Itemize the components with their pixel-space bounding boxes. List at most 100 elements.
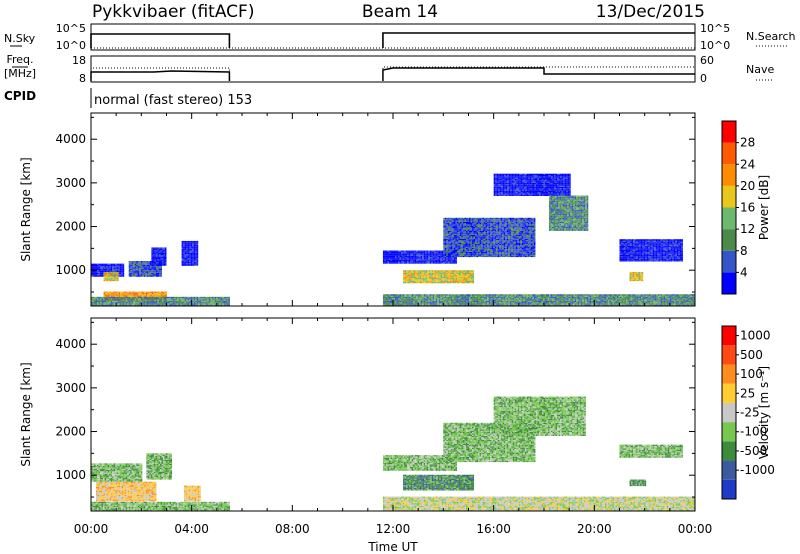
heatmap-cell [447,223,450,225]
heatmap-cell [444,245,447,247]
heatmap-cell [452,281,455,284]
heatmap-cell [100,271,102,273]
heatmap-cell [142,299,144,301]
heatmap-cell [131,274,134,276]
heatmap-cell [503,251,506,254]
heatmap-cell [517,192,520,194]
heatmap-cell [511,238,513,241]
heatmap-cell [446,280,449,282]
heatmap-cell [431,262,433,264]
heatmap-cell [460,279,462,281]
heatmap-cell [98,299,101,301]
heatmap-cell [518,220,521,222]
heatmap-cell [208,298,211,300]
heatmap-cell [522,189,524,191]
heatmap-cell [449,258,451,260]
heatmap-cell [510,178,512,181]
heatmap-cell [219,299,221,301]
heatmap-cell [506,230,509,233]
heatmap-cell [198,298,200,300]
heatmap-cell [453,229,456,231]
heatmap-cell [442,271,444,273]
heatmap-cell [467,274,470,276]
heatmap-cell [123,291,125,293]
heatmap-cell [92,304,95,306]
heatmap-cell [481,226,483,229]
heatmap-cell [446,240,448,242]
heatmap-cell [523,247,525,250]
heatmap-cell [201,298,203,300]
heatmap-cell [447,237,450,239]
heatmap-cell [521,253,524,255]
heatmap-cell [153,291,155,293]
heatmap-cell [128,261,131,263]
heatmap-cell [509,243,512,246]
heatmap-cell [530,230,533,233]
heatmap-cell [174,299,176,301]
heatmap-cell [107,270,110,272]
heatmap-cell [151,300,153,303]
heatmap-cell [149,267,152,269]
heatmap-cell [118,294,121,296]
heatmap-cell [192,242,194,244]
heatmap-cell [113,298,116,300]
heatmap-cell [112,292,115,295]
heatmap-cell [193,250,196,252]
heatmap-cell [530,220,533,222]
heatmap-cell [437,250,439,252]
heatmap-cell [443,232,445,234]
heatmap-cell [524,230,527,233]
heatmap-cell [160,263,162,265]
heatmap-cell [533,229,536,231]
heatmap-cell [418,274,420,276]
heatmap-cell [152,304,155,306]
heatmap-cell [524,242,527,244]
heatmap-cell [443,250,445,252]
heatmap-cell [388,250,391,252]
heatmap-cell [174,300,176,303]
heatmap-cell [533,223,536,225]
heatmap-cell [131,302,134,304]
heatmap-cell [152,260,155,262]
heatmap-cell [520,246,522,248]
heatmap-cell [452,225,454,227]
heatmap-cell [507,184,509,186]
heatmap-cell [133,300,135,303]
heatmap-cell [164,296,167,299]
heatmap-cell [443,278,446,280]
heatmap-cell [472,225,474,227]
heatmap-cell [92,271,95,273]
heatmap-cell [464,246,466,248]
heatmap-cell [512,223,515,225]
heatmap-cell [422,272,425,275]
heatmap-cell [508,193,511,195]
heatmap-cell [456,224,459,226]
heatmap-cell [450,225,453,227]
heatmap-cell [524,225,527,227]
heatmap-cell [515,223,518,225]
heatmap-cell [97,272,99,275]
heatmap-cell [142,298,144,300]
heatmap-cell [98,300,101,303]
heatmap-cell [433,271,435,273]
heatmap-cell [115,271,118,274]
heatmap-cell [130,295,133,297]
heatmap-cell [517,246,519,248]
heatmap-cell [152,298,155,300]
heatmap-cell [464,232,466,234]
heatmap-cell [461,236,463,238]
heatmap-cell [482,250,485,252]
heatmap-cell [444,236,447,238]
heatmap-cell [228,302,230,304]
heatmap-cell [444,238,447,241]
heatmap-cell [510,189,512,191]
heatmap-cell [475,233,477,235]
heatmap-cell [428,251,430,254]
heatmap-cell [515,249,518,251]
heatmap-cell [146,303,149,305]
heatmap-cell [114,273,116,275]
heatmap-cell [519,186,521,189]
heatmap-cell [490,237,492,239]
heatmap-cell [449,249,451,251]
heatmap-cell [529,217,531,220]
